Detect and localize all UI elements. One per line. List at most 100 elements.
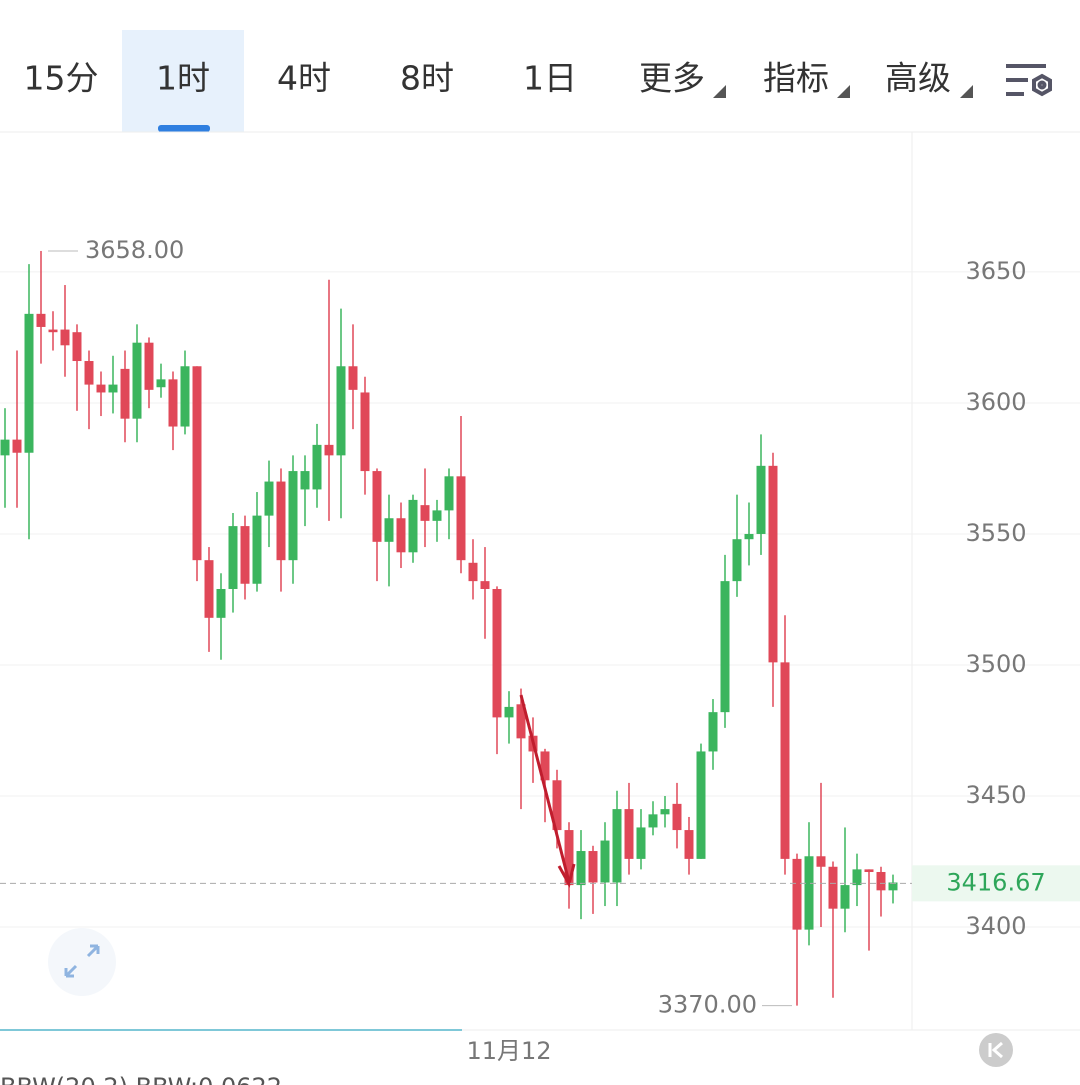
candle-body (96, 384, 106, 393)
drawn-arrow (519, 694, 571, 883)
expand-button[interactable] (48, 928, 116, 996)
tab[interactable]: 1日 (523, 59, 577, 98)
tab[interactable]: 4时 (277, 59, 331, 98)
tab[interactable]: 指标 (763, 59, 829, 98)
y-tick-label: 3400 (965, 912, 1026, 940)
candle-body (516, 704, 526, 739)
expand-icon (64, 944, 100, 978)
candle-body (744, 533, 754, 540)
y-tick-label: 3600 (965, 388, 1026, 416)
candle-body (120, 368, 130, 419)
candle-body (852, 869, 862, 886)
tab[interactable]: 8时 (400, 59, 454, 98)
candle-body (312, 444, 322, 490)
candle-body (540, 751, 550, 781)
candle-body (60, 329, 70, 346)
candle-body (360, 392, 370, 472)
selected-tab-bg (122, 30, 244, 132)
candle-body (24, 313, 34, 453)
candle-body (792, 858, 802, 930)
candle-body (588, 851, 598, 883)
candle-body (180, 366, 190, 427)
candle-body (660, 809, 670, 815)
candle-body (732, 539, 742, 582)
candle-body (600, 840, 610, 883)
candle-body (144, 342, 154, 390)
candle-body (36, 313, 46, 327)
tab[interactable]: 15分 (24, 59, 99, 98)
candle-body (204, 560, 214, 618)
candle-body (156, 379, 166, 388)
candle-body (264, 481, 274, 516)
candle-body (240, 526, 250, 584)
low-label: 3370.00 (658, 991, 757, 1019)
candle-body (840, 885, 850, 909)
candle-body (876, 871, 886, 891)
candle-body (432, 510, 442, 521)
candle-body (468, 562, 478, 582)
x-tick-label: 11月12 (466, 1037, 551, 1065)
candle-body (816, 856, 826, 867)
selected-tab-underline (158, 125, 210, 132)
candle-body (636, 827, 646, 859)
y-tick-label: 3650 (965, 257, 1026, 285)
candle-body (336, 366, 346, 456)
tab[interactable]: 1时 (156, 59, 210, 98)
candle-body (780, 662, 790, 859)
candle-body (828, 866, 838, 909)
candle-body (456, 476, 466, 561)
candle-body (552, 780, 562, 831)
candle-body (768, 465, 778, 663)
candle-body (564, 830, 574, 886)
candle-body (288, 471, 298, 561)
candle-body (48, 329, 58, 333)
candle-body (192, 366, 202, 561)
candle-body (108, 384, 118, 393)
scroll-end-icon (988, 1041, 1003, 1059)
candle-body (696, 751, 706, 859)
candle-body (408, 499, 418, 553)
candle-body (804, 856, 814, 930)
candle-body (648, 814, 658, 828)
last-price-tag (912, 865, 1080, 902)
candle-body (420, 505, 430, 521)
high-label: 3658.00 (85, 236, 184, 264)
settings-icon[interactable] (1006, 64, 1052, 97)
candle-body (276, 481, 286, 561)
candle-body (348, 366, 358, 390)
candle-body (708, 712, 718, 752)
candle-body (324, 444, 334, 456)
tab[interactable]: 高级 (885, 59, 951, 98)
candle-body (756, 465, 766, 534)
candle-body (372, 471, 382, 542)
candle-body (300, 471, 310, 490)
candle-body (84, 361, 94, 385)
candle-body (72, 332, 82, 362)
candle-body (12, 439, 22, 453)
candle-body (132, 342, 142, 419)
last-price-label: 3416.67 (946, 868, 1045, 896)
dropdown-triangles (713, 85, 973, 98)
y-tick-label: 3450 (965, 781, 1026, 809)
y-tick-label: 3550 (965, 519, 1026, 547)
candle-body (228, 526, 238, 589)
candle-body (576, 851, 586, 886)
candle-body (252, 515, 262, 584)
candle-body (168, 379, 178, 427)
tab[interactable]: 更多 (639, 59, 705, 98)
candle-body (612, 809, 622, 883)
candle-body (888, 882, 898, 891)
candle-body (396, 518, 406, 553)
candle-body (864, 869, 874, 872)
drawn-arrowhead (557, 863, 576, 889)
candle-body (492, 588, 502, 718)
candle-body (504, 706, 514, 718)
candle-body (720, 581, 730, 713)
candle-body (624, 809, 634, 859)
y-tick-label: 3500 (965, 650, 1026, 678)
candle-body (0, 439, 10, 456)
candle-body (480, 581, 490, 589)
candle-body (384, 518, 394, 542)
